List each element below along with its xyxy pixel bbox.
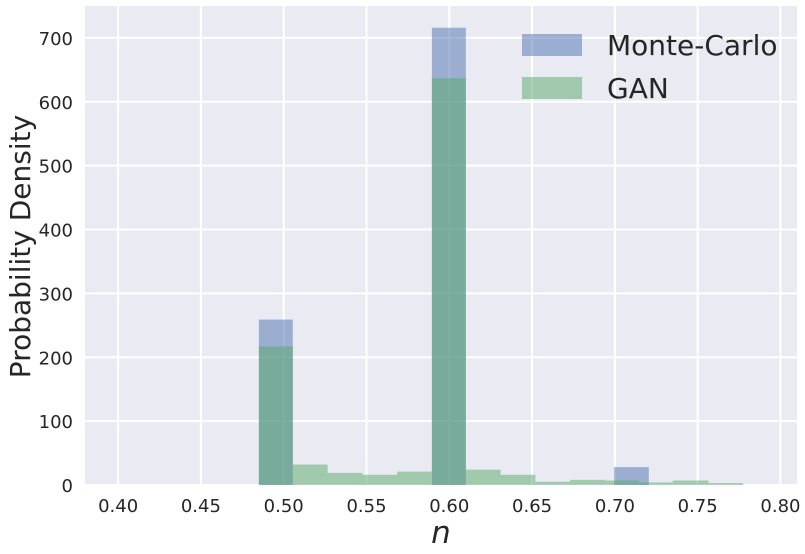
y-axis-label: Probability Density xyxy=(4,115,37,378)
x-tick-label: 0.40 xyxy=(98,496,138,517)
y-tick-label: 0 xyxy=(62,476,73,497)
y-tick-label: 400 xyxy=(39,221,73,242)
gan-bar xyxy=(604,480,639,485)
gan-bar xyxy=(672,480,709,485)
gan-bar xyxy=(638,482,673,485)
x-axis-label: n xyxy=(431,515,451,551)
x-tick-label: 0.65 xyxy=(512,496,552,517)
x-tick-label: 0.70 xyxy=(595,496,635,517)
x-tick-label: 0.45 xyxy=(181,496,221,517)
x-tick-label: 0.60 xyxy=(429,496,469,517)
x-tick-label: 0.75 xyxy=(678,496,718,517)
bars xyxy=(258,27,744,486)
y-tick-label: 100 xyxy=(39,412,73,433)
x-tick-label: 0.80 xyxy=(760,496,800,517)
gan-bar xyxy=(397,471,432,485)
y-tick-label: 700 xyxy=(39,29,73,50)
legend-label-monte-carlo: Monte-Carlo xyxy=(607,29,777,62)
legend: Monte-Carlo GAN xyxy=(522,29,777,105)
x-tick-labels: 0.40 0.45 0.50 0.55 0.60 0.65 0.70 0.75 0.80 xyxy=(98,496,800,517)
gan-bar xyxy=(708,483,744,485)
gan-bar xyxy=(465,469,501,485)
gan-bar xyxy=(292,464,328,485)
y-tick-label: 600 xyxy=(39,93,73,114)
x-tick-label: 0.50 xyxy=(264,496,304,517)
gan-bar xyxy=(570,479,605,485)
legend-swatch-monte-carlo xyxy=(522,34,582,56)
gan-bar xyxy=(535,481,571,485)
gan-bar xyxy=(258,346,293,485)
y-tick-label: 500 xyxy=(39,157,73,178)
y-tick-label: 300 xyxy=(39,284,73,305)
y-tick-label: 200 xyxy=(39,348,73,369)
gan-bar xyxy=(500,474,536,485)
y-tick-labels: 0 100 200 300 400 500 600 700 xyxy=(39,29,73,497)
gan-bar xyxy=(327,472,363,485)
legend-label-gan: GAN xyxy=(607,72,669,105)
legend-swatch-gan xyxy=(522,77,582,99)
x-tick-label: 0.55 xyxy=(346,496,386,517)
gan-bar xyxy=(431,78,466,485)
gan-bar xyxy=(362,474,398,485)
